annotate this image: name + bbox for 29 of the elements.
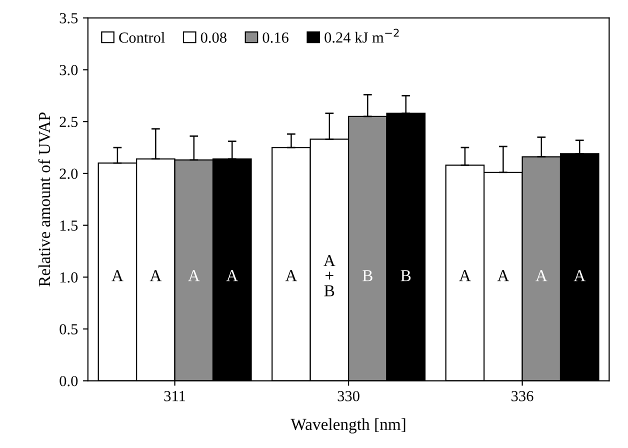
x-axis-title: Wavelength [nm] — [290, 418, 406, 434]
annotation: A — [112, 270, 124, 282]
legend-label: 0.08 — [200, 32, 226, 43]
annotation: B — [400, 270, 411, 282]
legend-label: Control — [119, 32, 165, 43]
annotation: A — [226, 270, 238, 282]
annotation: A — [536, 270, 548, 282]
legend-label: 0.24 kJ m$^{−2}$ — [324, 28, 399, 43]
annotation: A — [188, 270, 200, 282]
annotation: A — [150, 270, 162, 282]
annotation: A — [459, 270, 471, 282]
y-tick-label: 3.0 — [60, 64, 78, 76]
y-axis-title: Relative amount of UVAP — [38, 112, 50, 286]
x-tick-label: 311 — [164, 391, 186, 402]
y-tick-label: 0.0 — [60, 376, 78, 386]
legend-label: 0.16 — [262, 32, 288, 43]
y-tick-label: 2.0 — [60, 168, 78, 179]
annotation: A + B — [324, 255, 336, 296]
x-tick-label: 330 — [338, 390, 360, 402]
x-tick-label: 336 — [512, 391, 534, 402]
y-tick-label: 2.5 — [60, 116, 78, 128]
annotation: A — [497, 270, 510, 282]
annotation: B — [362, 270, 372, 282]
y-tick-label: 0.5 — [60, 324, 78, 334]
annotation: A — [285, 270, 298, 282]
annotation: A — [574, 270, 586, 282]
y-tick-label: 1.5 — [60, 220, 78, 231]
y-tick-label: 1.0 — [60, 272, 78, 283]
y-tick-label: 3.5 — [60, 13, 78, 24]
